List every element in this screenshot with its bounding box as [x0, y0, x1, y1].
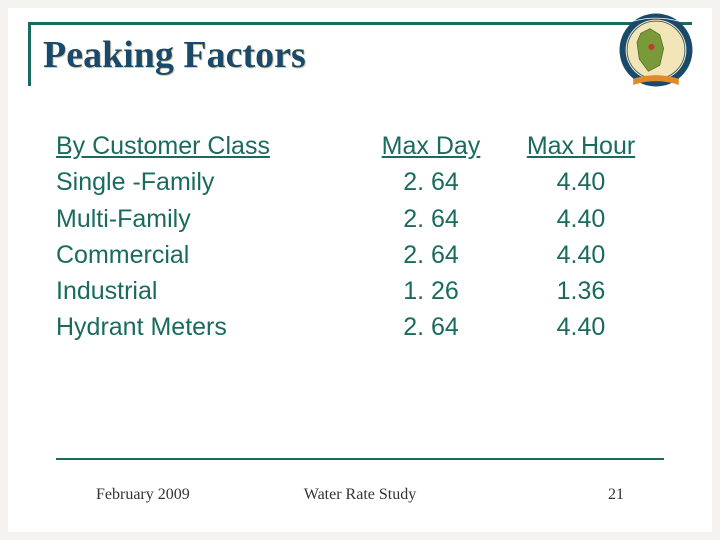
- city-seal-logo: [618, 12, 694, 88]
- row-max-hour: 4.40: [506, 201, 656, 237]
- table-header-row: By Customer Class Max Day Max Hour: [56, 128, 664, 164]
- footer-title: Water Rate Study: [257, 486, 464, 504]
- row-max-hour: 4.40: [506, 164, 656, 200]
- footer: February 2009 Water Rate Study 21: [56, 486, 664, 504]
- table-row: Commercial 2. 64 4.40: [56, 237, 664, 273]
- row-max-hour: 4.40: [506, 237, 656, 273]
- footer-rule: [56, 458, 664, 460]
- row-max-day: 1. 26: [356, 273, 506, 309]
- row-label: Hydrant Meters: [56, 309, 356, 345]
- table-row: Hydrant Meters 2. 64 4.40: [56, 309, 664, 345]
- header-customer-class: By Customer Class: [56, 128, 356, 164]
- slide-title: Peaking Factors: [31, 25, 692, 77]
- table-row: Multi-Family 2. 64 4.40: [56, 201, 664, 237]
- header-max-day: Max Day: [356, 128, 506, 164]
- header-max-hour: Max Hour: [506, 128, 656, 164]
- table-row: Industrial 1. 26 1.36: [56, 273, 664, 309]
- row-max-day: 2. 64: [356, 201, 506, 237]
- row-label: Industrial: [56, 273, 356, 309]
- row-max-day: 2. 64: [356, 237, 506, 273]
- table-row: Single -Family 2. 64 4.40: [56, 164, 664, 200]
- row-label: Commercial: [56, 237, 356, 273]
- row-max-hour: 4.40: [506, 309, 656, 345]
- peaking-factors-table: By Customer Class Max Day Max Hour Singl…: [56, 128, 664, 346]
- slide: Peaking Factors By Customer Class Max Da…: [8, 8, 712, 532]
- row-max-hour: 1.36: [506, 273, 656, 309]
- title-rule: Peaking Factors: [28, 22, 692, 86]
- row-label: Multi-Family: [56, 201, 356, 237]
- row-max-day: 2. 64: [356, 164, 506, 200]
- row-max-day: 2. 64: [356, 309, 506, 345]
- footer-date: February 2009: [56, 486, 257, 504]
- page-number: 21: [463, 486, 664, 504]
- row-label: Single -Family: [56, 164, 356, 200]
